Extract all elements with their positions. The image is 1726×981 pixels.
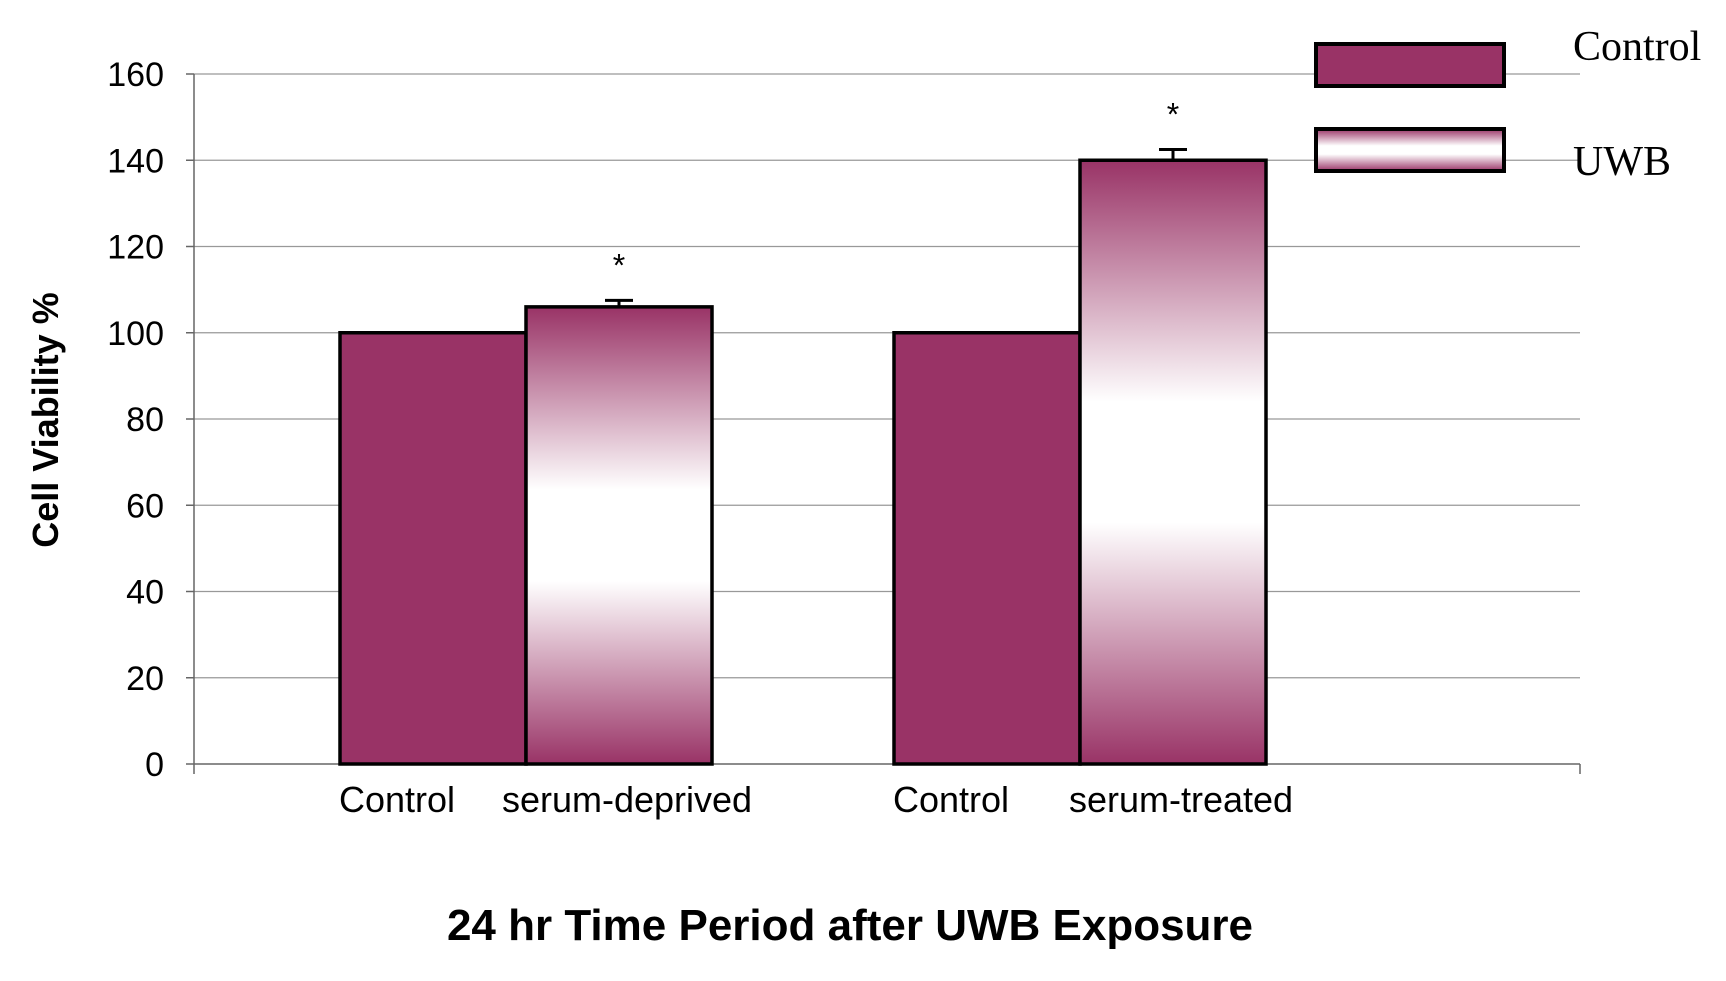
y-tick-label: 100 [107,315,164,353]
legend: Control UWB [1314,24,1701,185]
bar-uwb-2 [1078,158,1268,766]
y-tick-label: 20 [126,660,164,698]
legend-swatch-control [1314,42,1506,88]
significance-marker: * [613,247,625,283]
y-tick-label: 40 [126,574,164,612]
x-axis-label: 24 hr Time Period after UWB Exposure [447,901,1253,950]
legend-swatch-uwb [1314,127,1506,173]
y-tick-label: 80 [126,401,164,439]
legend-label-uwb: UWB [1573,139,1671,185]
bar-control-1 [338,331,528,766]
labels: 0 20 40 60 80 100 120 140 160 Control * serum-depri… [107,56,1293,820]
legend-label-control: Control [1573,24,1701,70]
bar-label: serum-deprived [502,779,752,820]
y-tick-label: 0 [145,746,164,784]
significance-marker: * [1167,96,1179,132]
y-tick-label: 140 [107,142,164,180]
y-axis-label: Cell Viability % [25,292,66,547]
bar-label: Control [893,779,1009,820]
y-tick-label: 120 [107,229,164,267]
y-tick-label: 160 [107,56,164,94]
y-tick-label: 60 [126,487,164,525]
bar-label: Control [339,779,455,820]
bar-control-2 [892,331,1082,766]
bar-label: serum-treated [1069,779,1293,820]
bars [338,147,1268,766]
bar-uwb-1 [524,305,714,766]
